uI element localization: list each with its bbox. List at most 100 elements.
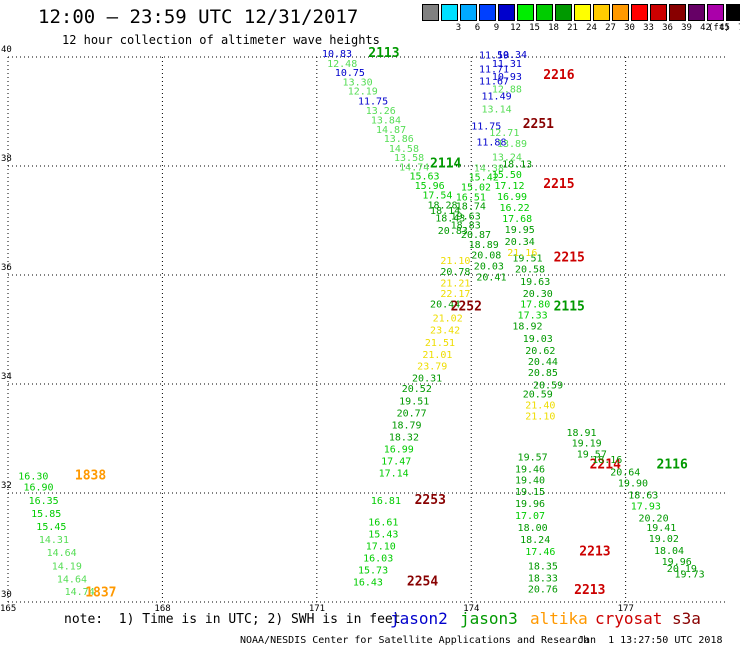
- wave-height-value: 11.71: [479, 64, 509, 75]
- scale-label: 6: [474, 23, 481, 33]
- wave-height-value: 19.46: [515, 464, 545, 475]
- lat-tick-label: 40: [1, 45, 12, 55]
- wave-height-value: 21.02: [433, 313, 463, 324]
- wave-height-value: 19.41: [646, 523, 676, 534]
- wave-height-value: 13.84: [371, 115, 401, 126]
- wave-height-value: 11.75: [471, 121, 501, 132]
- wave-height-value: 20.52: [402, 384, 432, 395]
- wave-height-value: 20.59: [533, 380, 563, 391]
- wave-height-value: 18.33: [528, 573, 558, 584]
- footer-timestamp: Jan 1 13:27:50 UTC 2018: [578, 635, 723, 646]
- wave-height-value: 20.44: [528, 357, 558, 368]
- pass-time-label: 2213: [574, 583, 605, 598]
- wave-height-value: 13.89: [497, 139, 527, 150]
- wave-height-value: 15.96: [415, 181, 445, 192]
- wave-height-value: 18.79: [391, 421, 421, 432]
- lat-tick-label: 38: [1, 154, 12, 164]
- lat-tick-label: 30: [1, 590, 12, 600]
- scale-label: 21: [567, 23, 578, 33]
- wave-height-value: 19.96: [515, 499, 545, 510]
- wave-height-value: 12.48: [327, 59, 357, 70]
- scale-swatch: [650, 4, 667, 21]
- wave-height-value: 15.45: [36, 522, 66, 533]
- pass-time-label: 2253: [415, 493, 446, 508]
- wave-height-value: 20.30: [523, 289, 553, 300]
- scale-label: 15: [529, 23, 540, 33]
- wave-height-value: 13.24: [492, 153, 522, 164]
- wave-height-value: 20.34: [505, 237, 535, 248]
- wave-height-value: 23.79: [417, 361, 447, 372]
- scale-swatch: [555, 4, 572, 21]
- wave-height-value: 23.42: [430, 325, 460, 336]
- wave-height-value: 20.58: [515, 264, 545, 275]
- scale-swatch: [726, 4, 740, 21]
- wave-height-value: 17.33: [518, 311, 548, 322]
- scale-label: 9: [493, 23, 500, 33]
- scale-label: 3: [455, 23, 462, 33]
- wave-height-value: 16.90: [23, 482, 53, 493]
- scale-label: 42: [700, 23, 711, 33]
- wave-height-value: 21.16: [507, 248, 537, 259]
- scale-swatch: [612, 4, 629, 21]
- wave-height-value: 20.31: [412, 373, 442, 384]
- wave-height-value: 12.88: [492, 84, 522, 95]
- lon-tick-label: 174: [463, 604, 480, 614]
- lat-tick-label: 32: [1, 481, 12, 491]
- wave-height-value: 18.24: [520, 535, 550, 546]
- wave-height-value: 17.07: [515, 511, 545, 522]
- wave-height-value: 10.75: [335, 68, 365, 79]
- wave-height-value: 14.87: [376, 125, 406, 136]
- footer-credit: NOAA/NESDIS Center for Satellite Applica…: [240, 635, 590, 646]
- wave-height-value: 17.80: [520, 300, 550, 311]
- wave-height-value: 16.43: [353, 578, 383, 589]
- wave-height-value: 15.43: [368, 530, 398, 541]
- wave-height-value: 19.15: [515, 487, 545, 498]
- wave-height-value: 20.19: [667, 564, 697, 575]
- wave-height-value: 10.34: [497, 50, 527, 61]
- wave-height-value: 18.00: [518, 523, 548, 534]
- wave-height-value: 14.64: [47, 548, 77, 559]
- satellite-s3a: s3a: [672, 609, 701, 628]
- scale-swatch: [631, 4, 648, 21]
- lon-tick-label: 168: [154, 604, 171, 614]
- wave-height-value: 21.01: [422, 350, 452, 361]
- wave-height-value: 20.41: [476, 272, 506, 283]
- wave-height-value: 20.64: [610, 468, 640, 479]
- scale-label: 70: [735, 23, 740, 33]
- scale-swatch: [707, 4, 724, 21]
- wave-height-value: 14.19: [52, 561, 82, 572]
- wave-height-value: 11.49: [482, 92, 512, 103]
- wave-height-value: 20.62: [525, 346, 555, 357]
- scale-label: 33: [643, 23, 654, 33]
- wave-height-value: 14.74: [65, 587, 95, 598]
- satellite-cryosat: cryosat: [595, 609, 663, 628]
- satellite-altika: altika: [530, 609, 588, 628]
- scale-swatch: [593, 4, 610, 21]
- wave-height-value: 16.51: [456, 192, 486, 203]
- wave-height-value: 15.63: [409, 172, 439, 183]
- wave-height-value: 13.26: [366, 106, 396, 117]
- wave-height-value: 15.02: [461, 183, 491, 194]
- wave-height-value: 18.83: [451, 221, 481, 232]
- wave-height-value: 18.92: [512, 322, 542, 333]
- wave-height-value: 22.17: [440, 289, 470, 300]
- wave-height-value: 18.16: [592, 455, 622, 466]
- wave-height-value: 20.08: [471, 251, 501, 262]
- wave-height-value: 20.77: [397, 409, 427, 420]
- pass-time-label: 2216: [543, 68, 574, 83]
- wave-height-value: 19.51: [399, 397, 429, 408]
- pass-time-label: 1837: [85, 586, 116, 601]
- pass-time-label: 2213: [579, 545, 610, 560]
- wave-height-value: 18.35: [528, 561, 558, 572]
- pass-time-label: 2114: [430, 157, 461, 172]
- scale-swatch: [688, 4, 705, 21]
- wave-height-value: 21.10: [525, 411, 555, 422]
- wave-height-value: 10.93: [492, 72, 522, 83]
- wave-height-value: 17.46: [525, 547, 555, 558]
- wave-height-value: 14.74: [399, 162, 429, 173]
- wave-height-value: 17.10: [366, 542, 396, 553]
- wave-height-value: 12.71: [489, 128, 519, 139]
- lon-tick-label: 177: [617, 604, 634, 614]
- wave-height-value: 16.30: [18, 471, 48, 482]
- wave-height-value: 18.13: [502, 160, 532, 171]
